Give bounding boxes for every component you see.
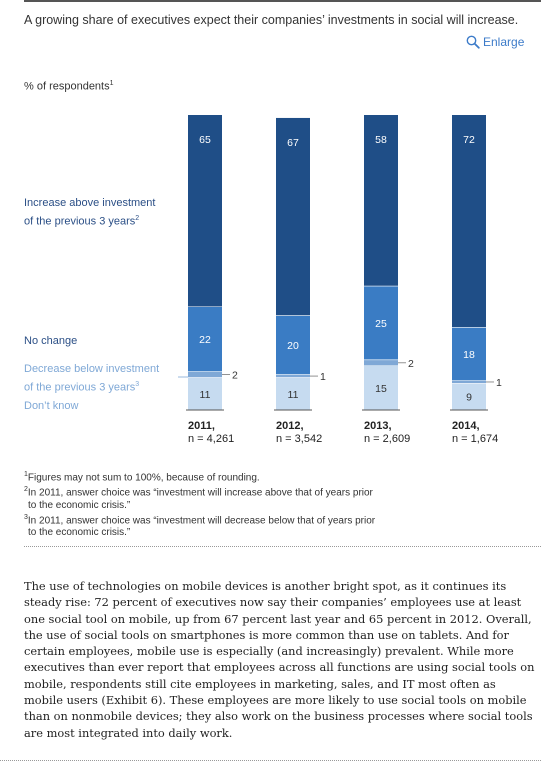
data-label-increase-0: 65 — [199, 134, 211, 146]
data-label-no-change-2: 25 — [375, 318, 387, 330]
chart-headline: A growing share of executives expect the… — [24, 13, 519, 27]
x-category-2011: 2011, — [188, 420, 215, 432]
x-sample-2014: n = 1,674 — [452, 433, 499, 445]
footnotes: 1Figures may not sum to 100%, because of… — [24, 469, 375, 539]
data-label-dont-know-1: 11 — [288, 389, 299, 401]
data-label-no-change-3: 18 — [463, 349, 475, 361]
bar-decrease-3 — [452, 380, 486, 384]
top-rule — [24, 0, 541, 2]
x-label-2014: 2014, n = 1,674 — [452, 420, 498, 446]
bar-dont-know-3 — [452, 383, 486, 410]
footnote-3-cont: to the economic crisis.” — [28, 526, 131, 538]
legend-increase-text2: of the previous 3 years — [24, 215, 136, 228]
bar-dont-know-1 — [276, 377, 310, 410]
bar-no-change-0 — [188, 306, 222, 372]
bar-no-change-1 — [276, 315, 310, 375]
legend-decrease-line1: Decrease below investment — [24, 363, 160, 375]
footnote-2-text-a: In 2011, answer choice was “investment w… — [27, 487, 373, 499]
data-label-increase-2: 58 — [375, 134, 387, 146]
data-label-increase-1: 67 — [287, 137, 299, 149]
subtitle-footnote-mark: 1 — [109, 80, 114, 87]
data-label-decrease-0: 2 — [232, 370, 238, 382]
bar-decrease-1 — [276, 374, 310, 378]
legend-increase: Increase above investment of the previou… — [24, 196, 155, 230]
bottom-divider — [0, 760, 541, 761]
magnifier-icon — [466, 35, 480, 49]
legend-increase-line1: Increase above investment — [24, 197, 156, 209]
x-category-2014: 2014, — [452, 420, 480, 432]
x-label-2012: 2012, n = 3,542 — [276, 420, 322, 446]
bar-increase-1 — [276, 117, 310, 316]
footnote-3: 3In 2011, answer choice was “investment … — [24, 512, 375, 527]
x-category-2013: 2013, — [364, 420, 392, 432]
x-sample-2013: n = 2,609 — [364, 433, 411, 445]
bar-decrease-2 — [364, 359, 398, 366]
data-label-no-change-1: 20 — [287, 340, 299, 352]
section-divider — [24, 546, 541, 547]
footnote-2-mark: 2 — [24, 486, 28, 494]
legend-dont-know: Don’t know — [24, 400, 79, 412]
legend-no-change: No change — [24, 335, 78, 347]
bar-dont-know-2 — [364, 365, 398, 410]
data-label-dont-know-0: 11 — [200, 389, 211, 401]
bar-dont-know-0 — [188, 377, 222, 410]
x-label-2011: 2011, n = 4,261 — [188, 420, 234, 446]
data-label-decrease-1: 1 — [320, 371, 326, 383]
legend-decrease-line2: of the previous 3 years3 — [24, 377, 159, 396]
footnote-1-mark: 1 — [24, 471, 28, 478]
legend-increase-line2: of the previous 3 years2 — [24, 211, 155, 230]
data-label-no-change-0: 22 — [199, 334, 211, 346]
bar-no-change-2 — [364, 286, 398, 360]
footnote-2: 2In 2011, answer choice was “investment … — [24, 484, 375, 499]
legend-increase-sup: 2 — [135, 215, 140, 222]
data-label-decrease-2: 2 — [408, 358, 414, 370]
bar-increase-0 — [188, 115, 222, 307]
footnote-2-cont: to the economic crisis.” — [28, 499, 131, 511]
footnote-3-text-a: In 2011, answer choice was “investment w… — [27, 514, 376, 526]
x-category-2012: 2012, — [276, 420, 304, 432]
enlarge-label: Enlarge — [483, 35, 525, 49]
subtitle-text: % of respondents — [24, 80, 110, 93]
data-label-decrease-3: 1 — [496, 377, 502, 389]
bar-decrease-0 — [188, 371, 222, 378]
x-sample-2011: n = 4,261 — [188, 433, 235, 445]
legend-decrease-sup: 3 — [135, 381, 140, 388]
legend-decrease: Decrease below investment of the previou… — [24, 362, 159, 396]
enlarge-link[interactable]: Enlarge — [466, 35, 524, 49]
data-label-dont-know-3: 9 — [466, 392, 472, 404]
footnote-1: 1Figures may not sum to 100%, because of… — [24, 469, 375, 484]
x-label-2013: 2013, n = 2,609 — [364, 420, 410, 446]
bar-no-change-3 — [452, 327, 486, 381]
bar-increase-2 — [364, 115, 398, 287]
footnote-1-text: Figures may not sum to 100%, because of … — [27, 472, 260, 484]
chart-subtitle: % of respondents1 — [24, 80, 114, 93]
footnote-3-mark: 3 — [24, 513, 28, 521]
body-paragraph: The use of technologies on mobile device… — [24, 579, 535, 740]
legend-decrease-text2: of the previous 3 years — [24, 381, 136, 394]
data-label-dont-know-2: 15 — [375, 383, 387, 395]
bar-increase-3 — [452, 115, 486, 328]
x-sample-2012: n = 3,542 — [276, 433, 323, 445]
data-label-increase-3: 72 — [463, 134, 475, 146]
